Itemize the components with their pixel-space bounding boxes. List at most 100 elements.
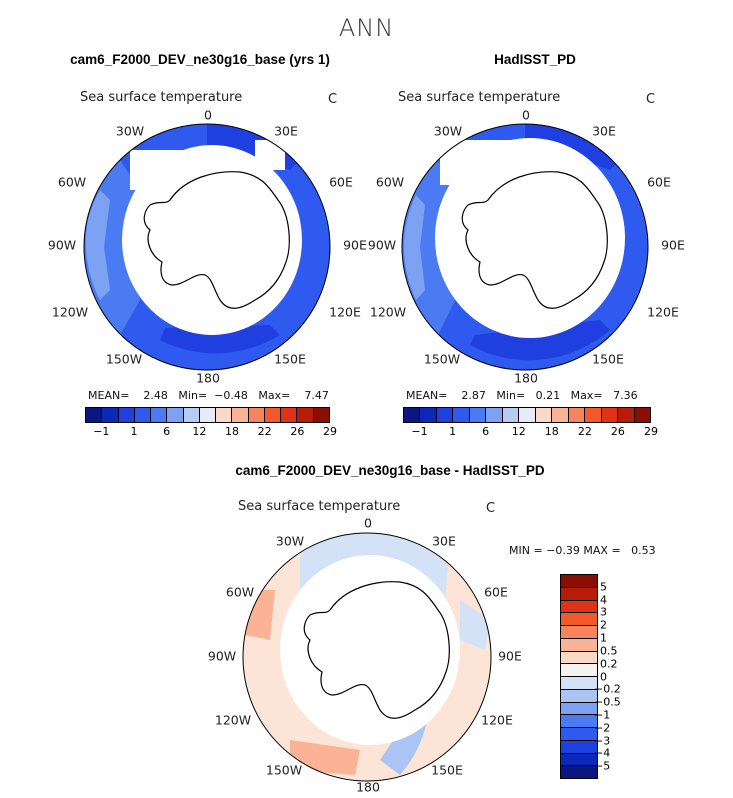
colorbar-panel-2-labels: −1 1 6 12 18 22 26 29 bbox=[403, 425, 658, 441]
panel-2-stats: MEAN= 2.87 Min= 0.21 Max= 7.36 bbox=[406, 389, 638, 402]
colorbar-panel-2-swatch bbox=[552, 408, 569, 422]
colorbar-panel-1-swatch bbox=[313, 408, 329, 422]
main-title: ANN bbox=[338, 14, 395, 42]
panel-1-lon-90e: 90E bbox=[343, 237, 367, 253]
panel-3-lon-150w: 150W bbox=[265, 762, 303, 778]
colorbar-panel-2-swatch bbox=[634, 408, 651, 422]
colorbar-panel-1-swatch bbox=[232, 408, 249, 422]
colorbar-panel-3-swatch bbox=[561, 638, 597, 652]
colorbar-panel-3-swatch bbox=[561, 651, 597, 665]
map-panel-3 bbox=[243, 533, 491, 781]
panel-2-title: HadISST_PD bbox=[494, 52, 576, 67]
colorbar-panel-3-swatch bbox=[561, 715, 597, 728]
colorbar-panel-1-tick-label: −1 bbox=[93, 425, 110, 438]
colorbar-panel-1-swatch bbox=[199, 408, 217, 422]
colorbar-panel-1-swatch bbox=[183, 408, 200, 422]
colorbar-panel-1-swatch bbox=[281, 408, 298, 422]
colorbar-panel-1-swatch bbox=[167, 408, 184, 422]
panel-3-lon-30w: 30W bbox=[275, 533, 305, 549]
antarctica-outline-1 bbox=[143, 171, 290, 309]
panel-2-lon-150w: 150W bbox=[423, 351, 461, 367]
panel-3-units: C bbox=[486, 501, 496, 516]
colorbar-panel-3-tick-label: −4 bbox=[594, 746, 611, 760]
panel-1-lon-120w: 120W bbox=[51, 304, 89, 320]
panel-1-lon-150w: 150W bbox=[105, 351, 143, 367]
colorbar-panel-2-swatch bbox=[618, 408, 635, 422]
panel-2-lon-120w: 120W bbox=[369, 304, 407, 320]
panel-1-lon-30e: 30E bbox=[274, 123, 298, 139]
colorbar-panel-2-swatch bbox=[535, 408, 553, 422]
panel-1-lon-180: 180 bbox=[196, 370, 220, 386]
colorbar-panel-3-tick-label: −0.5 bbox=[594, 695, 621, 709]
colorbar-panel-2-swatch bbox=[585, 408, 602, 422]
panel-1-units: C bbox=[328, 92, 338, 107]
map-panel-1 bbox=[84, 124, 330, 370]
colorbar-panel-2-tick-label: 18 bbox=[544, 425, 559, 438]
colorbar-panel-2-swatch bbox=[404, 408, 421, 422]
colorbar-panel-3-swatch bbox=[561, 613, 597, 626]
panel-1-lon-60e: 60E bbox=[329, 174, 353, 190]
panel-1-title: cam6_F2000_DEV_ne30g16_base (yrs 1) bbox=[70, 52, 330, 67]
colorbar-panel-1-tick-label: 29 bbox=[323, 425, 337, 438]
colorbar-panel-1-swatch bbox=[102, 408, 119, 422]
colorbar-panel-1-swatch bbox=[216, 408, 233, 422]
colorbar-panel-3-swatch bbox=[561, 575, 597, 588]
colorbar-panel-1-tick-label: 12 bbox=[192, 425, 207, 438]
colorbar-panel-1-swatch bbox=[248, 408, 265, 422]
colorbar-panel-2-swatch bbox=[453, 408, 470, 422]
colorbar-panel-2-swatch bbox=[486, 408, 503, 422]
panel-1-lon-60w: 60W bbox=[57, 174, 87, 190]
colorbar-panel-2-tick-label: −1 bbox=[411, 425, 428, 438]
colorbar-panel-1-tick-label: 18 bbox=[225, 425, 239, 438]
colorbar-panel-3-tick-label: 4 bbox=[600, 593, 607, 607]
colorbar-panel-3-labels: 5 4 3 2 1 0.5 0.2 0 −0.2 −0.5 −1 −2 −3 −4 −5 bbox=[594, 574, 650, 777]
colorbar-panel-3-swatch bbox=[561, 753, 597, 767]
panel-3-title: cam6_F2000_DEV_ne30g16_base - HadISST_PD bbox=[235, 463, 545, 478]
panel-2-lon-60e: 60E bbox=[647, 174, 671, 190]
panel-2-lon-30e: 30E bbox=[592, 123, 616, 139]
colorbar-panel-3-tick-label: −1 bbox=[594, 708, 611, 722]
colorbar-panel-3-swatch bbox=[561, 728, 597, 741]
colorbar-panel-2-swatch bbox=[601, 408, 619, 422]
panel-2-units: C bbox=[646, 92, 656, 107]
panel-2-lon-150e: 150E bbox=[592, 351, 624, 367]
colorbar-panel-3-swatch bbox=[561, 702, 597, 716]
panel-1-var-label: Sea surface temperature bbox=[80, 90, 243, 105]
panel-3-lon-0: 0 bbox=[364, 515, 372, 531]
panel-3-lon-90e: 90E bbox=[498, 648, 522, 664]
colorbar-panel-2-tick-label: 26 bbox=[610, 425, 625, 438]
colorbar-panel-2-swatch bbox=[502, 408, 520, 422]
colorbar-panel-3-tick-label: −2 bbox=[594, 721, 611, 735]
panel-3-lon-60e: 60E bbox=[484, 584, 508, 600]
colorbar-panel-3-tick-label: −0.2 bbox=[594, 682, 621, 696]
colorbar-panel-2-tick-label: 29 bbox=[644, 425, 658, 438]
panel-3-lon-30e: 30E bbox=[432, 533, 456, 549]
panel-2-lon-90e: 90E bbox=[661, 237, 685, 253]
panel-3-stats: MIN = −0.39 MAX = 0.53 bbox=[509, 544, 656, 557]
colorbar-panel-1-tick-label: 6 bbox=[163, 425, 171, 438]
colorbar-panel-2-tick-label: 12 bbox=[511, 425, 526, 438]
colorbar-panel-2 bbox=[403, 407, 651, 423]
colorbar-panel-3-swatch bbox=[561, 740, 597, 754]
panel-2-lon-120e: 120E bbox=[647, 304, 679, 320]
panel-2-lon-90w: 90W bbox=[367, 237, 397, 253]
colorbar-panel-2-tick-label: 6 bbox=[482, 425, 490, 438]
antarctica-outline-3 bbox=[303, 581, 450, 719]
colorbar-panel-1-swatch bbox=[264, 408, 282, 422]
colorbar-panel-2-tick-label: 22 bbox=[577, 425, 592, 438]
panel-3-lon-150e: 150E bbox=[431, 762, 463, 778]
colorbar-panel-3-tick-label: 0.2 bbox=[600, 657, 618, 671]
colorbar-panel-3-swatch bbox=[561, 587, 597, 601]
panel-1-lon-150e: 150E bbox=[274, 351, 306, 367]
colorbar-panel-3-tick-label: 0 bbox=[600, 670, 607, 683]
colorbar-panel-3-swatch bbox=[561, 626, 597, 639]
colorbar-panel-3-tick-label: 5 bbox=[600, 580, 607, 594]
panel-2-var-label: Sea surface temperature bbox=[398, 90, 561, 105]
colorbar-panel-1-tick-label: 1 bbox=[130, 425, 138, 438]
colorbar-panel-3-tick-label: −5 bbox=[594, 759, 611, 773]
colorbar-panel-1-swatch bbox=[151, 408, 168, 422]
colorbar-panel-2-swatch bbox=[568, 408, 586, 422]
colorbar-panel-3-tick-label: 2 bbox=[600, 618, 607, 632]
colorbar-panel-1-swatch bbox=[118, 408, 135, 422]
